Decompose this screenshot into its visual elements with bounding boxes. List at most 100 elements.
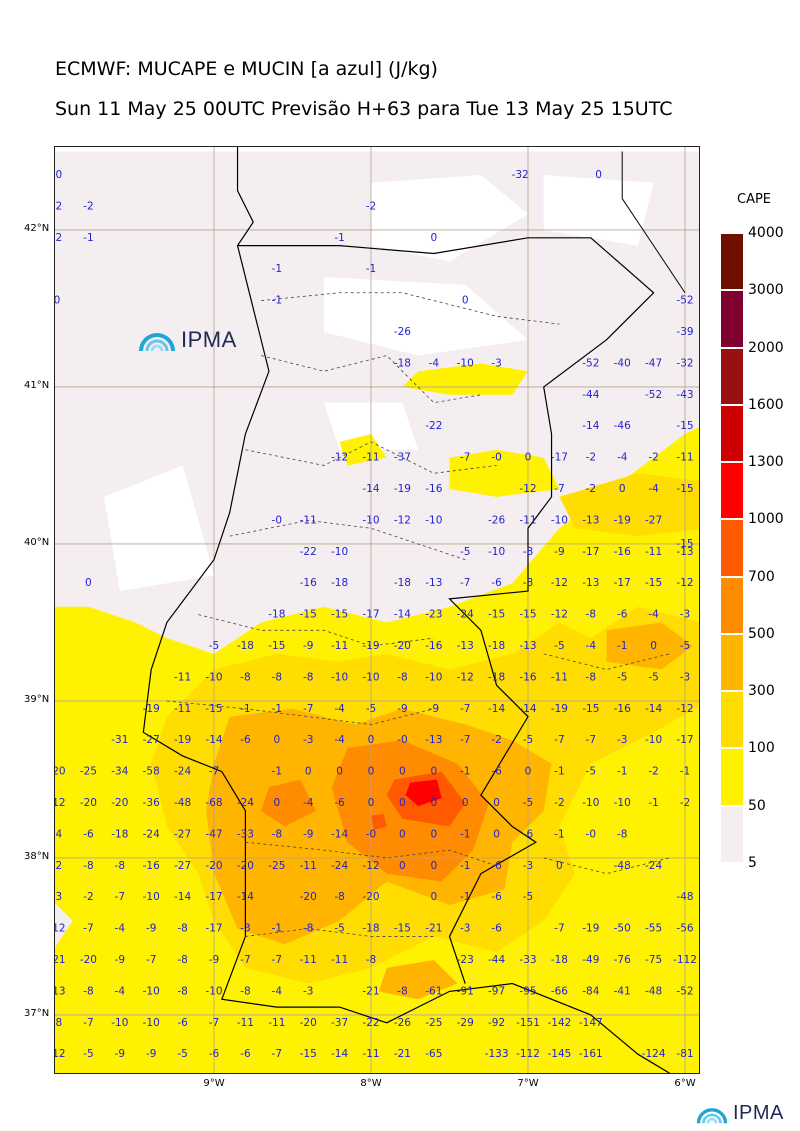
cin-value-label: -17 (614, 577, 631, 589)
longitude-label: 7°W (517, 1078, 539, 1089)
cin-value-label: -2 (648, 766, 658, 778)
colorbar-swatch (720, 633, 744, 692)
cin-value-label: -6 (334, 797, 345, 809)
cin-value-label: -112 (516, 1048, 540, 1060)
cin-value-label: -47 (645, 357, 662, 369)
cin-value-label: -6 (617, 609, 628, 621)
latitude-label: 37°N (24, 1007, 50, 1019)
cin-value-label: -11 (268, 1017, 285, 1029)
cin-value-label: -5 (523, 797, 533, 809)
cin-value-label: -17 (205, 891, 222, 903)
cin-value-label: -20 (111, 797, 128, 809)
cin-value-label: -20 (80, 954, 97, 966)
cin-value-label: -23 (425, 609, 442, 621)
colorbar-tick-label: 1600 (748, 396, 784, 413)
cin-value-label: -8 (177, 954, 187, 966)
cin-value-label: -8 (334, 891, 344, 903)
cin-value-label: -8 (303, 671, 313, 683)
cin-value-label: -8 (177, 923, 187, 935)
cin-value-label: -33 (519, 954, 536, 966)
cin-value-label: -48 (174, 797, 191, 809)
cin-value-label: -15 (676, 483, 693, 495)
district-boundary (261, 355, 481, 404)
cin-value-label: -2 (586, 452, 596, 464)
cin-value-label: -1 (554, 766, 564, 778)
cin-value-label: -41 (614, 985, 631, 997)
cin-value-label: -7 (272, 1048, 282, 1060)
cin-value-label: -6 (491, 923, 502, 935)
colorbar-tick-label: 700 (748, 568, 775, 585)
cin-value-label: 0 (368, 766, 375, 778)
cin-value-label: -12 (331, 452, 348, 464)
cin-value-label: -23 (457, 954, 474, 966)
colorbar-title: CAPE (737, 192, 772, 207)
colorbar-swatch (720, 233, 744, 291)
cin-value-label: -4 (115, 923, 126, 935)
cape-region-level-6 (405, 779, 442, 807)
cin-value-label: -76 (614, 954, 631, 966)
cin-value-label: -4 (586, 640, 597, 652)
cin-value-label: -0 (491, 452, 501, 464)
map-canvas: -0-320-2-2-2-2-1-10-1-10-10-52-26-39-18-… (55, 147, 699, 1073)
cin-value-label: -10 (362, 671, 379, 683)
cin-value-label: -10 (143, 985, 160, 997)
cin-value-label: -61 (425, 985, 442, 997)
colorbar-tick-label: 100 (748, 740, 775, 757)
cin-value-label: -8 (55, 1017, 62, 1029)
cin-value-label: -58 (143, 766, 160, 778)
cape-region-level-3 (378, 960, 458, 1000)
cin-value-label: -21 (362, 985, 379, 997)
cin-value-label: -13 (55, 985, 66, 997)
cin-value-label: -12 (551, 577, 568, 589)
cin-value-label: -4 (648, 483, 659, 495)
latitude-label: 41°N (24, 379, 50, 391)
cin-value-label: -8 (240, 985, 250, 997)
cin-value-label: 0 (336, 766, 343, 778)
colorbar-tick-label: 5 (748, 855, 757, 871)
cin-value-label: 0 (273, 734, 280, 746)
colorbar-swatch (720, 576, 744, 634)
cin-value-label: -11 (331, 954, 348, 966)
cin-value-label: -20 (394, 640, 411, 652)
cin-value-label: -8 (586, 671, 596, 683)
cin-value-label: -17 (676, 734, 693, 746)
cin-value-label: -13 (425, 734, 442, 746)
cin-value-label: -10 (205, 671, 222, 683)
cin-value-label: -92 (488, 1017, 505, 1029)
cin-value-label: -6 (491, 891, 502, 903)
lat-lon-grid (55, 147, 699, 1073)
portugal-spain-border (237, 237, 655, 984)
cin-value-label: -7 (209, 766, 219, 778)
cin-value-label: -11 (519, 514, 536, 526)
cin-value-label: -124 (642, 1048, 666, 1060)
cin-value-label: -4 (55, 828, 63, 840)
ipma-footer-logo: IPMA (695, 1102, 784, 1125)
cin-value-label: -52 (645, 389, 662, 401)
colorbar-tick-label: 300 (748, 683, 775, 700)
cin-value-label: 0 (493, 797, 500, 809)
cin-value-label: 0 (430, 891, 437, 903)
cin-value-label: 0 (430, 232, 437, 244)
cin-value-label: -7 (146, 954, 156, 966)
colorbar-tick-label: 2000 (748, 339, 784, 356)
cin-value-label: -7 (303, 703, 313, 715)
cin-value-label: 0 (399, 766, 406, 778)
cin-values-layer: -0-320-2-2-2-2-1-10-1-10-10-52-26-39-18-… (55, 169, 697, 1060)
cin-value-label: -3 (303, 985, 313, 997)
cin-value-label: -15 (582, 703, 599, 715)
cin-value-label: -3 (240, 923, 250, 935)
cin-value-label: -4 (648, 609, 659, 621)
cin-value-label: -12 (55, 923, 66, 935)
cin-value-label: -112 (673, 954, 697, 966)
cin-value-label: -44 (582, 389, 599, 401)
cin-value-label: -9 (554, 546, 564, 558)
cin-value-label: -9 (115, 1048, 125, 1060)
cin-value-label: -49 (582, 954, 599, 966)
cin-value-label: -3 (303, 734, 313, 746)
cin-value-label: -0 (397, 734, 407, 746)
colorbar-swatch (720, 347, 744, 405)
cin-value-label: -11 (300, 860, 317, 872)
cin-value-label: -48 (614, 860, 631, 872)
colorbar-tick-label: 1000 (748, 511, 784, 528)
cin-value-label: -6 (177, 1017, 188, 1029)
